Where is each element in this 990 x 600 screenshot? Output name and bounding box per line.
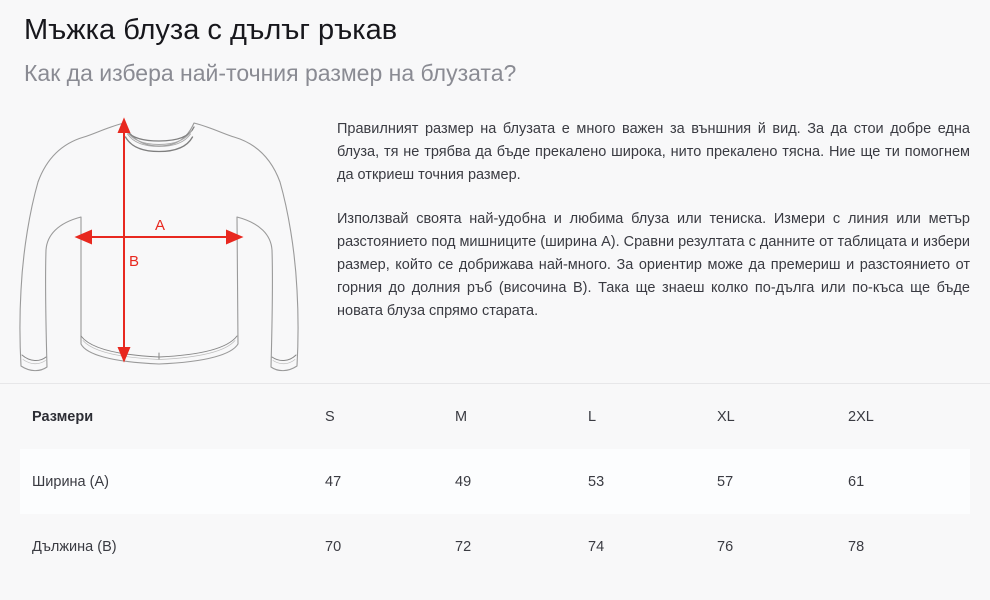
svg-text:B: B: [129, 253, 139, 270]
svg-text:A: A: [155, 217, 165, 234]
